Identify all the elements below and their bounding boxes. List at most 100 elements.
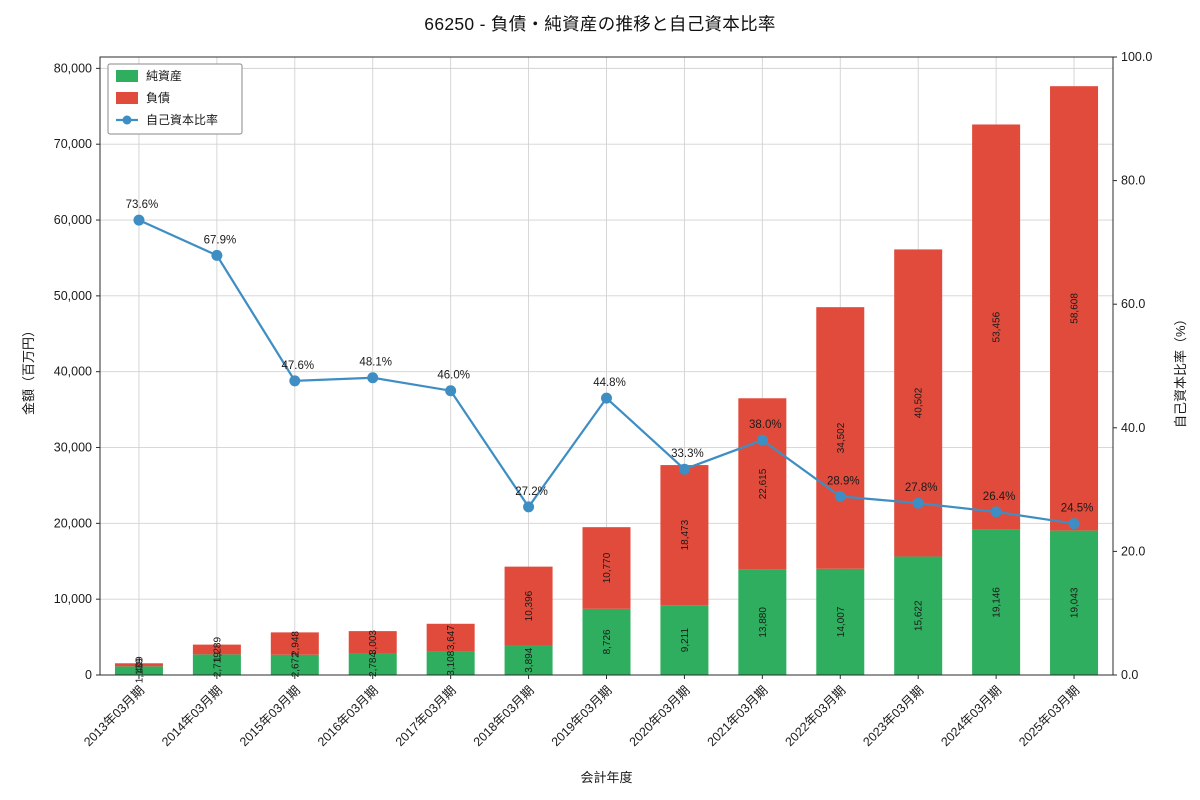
legend-marker-ratio [122,115,132,125]
ratio-label: 28.9% [827,475,860,487]
bar-segment-equity [504,645,553,675]
bar-segment-equity [582,608,631,675]
tick-label-left: 10,000 [54,592,92,606]
legend-swatch-liabilities [116,92,138,104]
ratio-label: 26.4% [983,491,1016,503]
ratio-point [133,214,145,226]
bar-value-label-equity: 15,622 [914,600,925,631]
bar-segment-liabilities [582,527,631,609]
ratio-label: 48.1% [359,357,392,369]
ratio-label: 46.0% [437,370,470,382]
bar-value-label-liabilities: 34,502 [836,422,847,453]
ratio-point [211,249,223,261]
ratio-point [289,375,301,387]
bar-segment-equity [972,529,1021,675]
ratio-point [1068,518,1080,530]
bar-value-label-liabilities: 3,003 [368,630,379,655]
bar-value-label-equity: 19,043 [1070,587,1081,618]
tick-label-right: 80.0 [1121,174,1145,188]
ratio-point [601,392,612,404]
ratio-line-layer: 73.6% 67.9% 47.6% 48.1% 46.0% 27.2% 44.8% 33.3%… [126,199,1094,530]
bar-segment-liabilities [816,307,865,569]
bar-value-label-liabilities: 2,948 [290,631,301,656]
tick-label-x: 2022年03月期 [782,683,848,749]
tick-label-x: 2021年03月期 [705,683,771,749]
ratio-label: 27.8% [905,482,938,494]
bar-segment-equity [1050,530,1099,675]
chart-title: 66250 - 負債・純資産の推移と自己資本比率 [424,14,776,34]
bar-segment-liabilities [348,631,397,654]
tick-label-right: 100.0 [1121,50,1152,64]
ratio-point [912,497,924,509]
tick-label-left: 60,000 [54,213,92,227]
bar-value-label-liabilities: 58,608 [1070,293,1081,324]
tick-label-left: 50,000 [54,289,92,303]
bar-segment-liabilities [270,632,319,655]
tick-label-left: 40,000 [54,365,92,379]
tick-label-x: 2013年03月期 [81,683,147,749]
tick-label-left: 80,000 [54,61,92,75]
bar-value-label-liabilities: 10,770 [602,552,613,583]
bar-value-label-liabilities: 22,615 [758,468,769,499]
ratio-label: 67.9% [204,234,237,246]
tick-label-x: 2018年03月期 [471,683,537,749]
bar-segment-liabilities [114,663,163,667]
tick-label-left: 0 [85,668,92,682]
ratio-label: 73.6% [126,199,159,211]
bar-segment-liabilities [504,566,553,646]
tick-label-left: 20,000 [54,516,92,530]
ratio-label: 33.3% [671,448,704,460]
legend-label-ratio: 自己資本比率 [146,112,218,127]
bar-segment-equity [894,556,943,675]
bar-segment-equity [426,651,475,675]
bar-segment-equity [192,654,241,675]
ratio-point [523,501,535,513]
bar-value-label-liabilities: 409 [134,656,145,673]
bar-value-label-equity: 2,784 [368,651,379,676]
ratio-point [678,463,690,475]
tick-label-right: 20.0 [1121,544,1145,558]
tick-label-x: 2015年03月期 [237,683,303,749]
ratio-label: 24.5% [1061,503,1094,515]
y-axis-right-label: 自己資本比率（%） [1173,312,1188,428]
tick-label-x: 2017年03月期 [393,683,459,749]
bar-segment-liabilities [972,124,1021,530]
y-axis-left-label: 金額（百万円） [21,323,36,415]
tick-label-right: 60.0 [1121,297,1145,311]
bar-value-label-equity: 3,894 [524,647,535,672]
tick-label-x: 2020年03月期 [627,683,693,749]
tick-label-left: 70,000 [54,137,92,151]
ratio-label: 38.0% [749,419,782,431]
ratio-label: 47.6% [282,360,315,372]
ratio-label: 44.8% [593,377,626,389]
tick-label-x: 2016年03月期 [315,683,381,749]
bar-value-label-equity: 1,139 [134,658,145,683]
ratio-point [990,506,1002,518]
ratio-point [756,434,768,446]
bar-value-label-liabilities: 1,289 [212,637,223,662]
bar-value-label-equity: 2,672 [290,652,301,677]
ratio-label: 27.2% [515,486,548,498]
bar-value-label-liabilities: 3,647 [446,625,457,650]
bar-value-label-equity: 9,211 [680,628,691,653]
bar-value-label-liabilities: 18,473 [680,519,691,550]
legend-swatch-equity [116,70,138,82]
bar-segment-equity [348,653,397,675]
ratio-point [367,372,379,384]
ratio-point [445,385,457,397]
bar-segment-liabilities [738,398,787,570]
bar-segment-liabilities [660,465,709,606]
legend-box [107,63,243,135]
bar-segment-equity [660,605,709,675]
tick-label-x: 2014年03月期 [159,683,225,749]
bar-segment-equity [816,568,865,675]
bar-value-label-equity: 2,719 [212,652,223,677]
bar-value-label-liabilities: 53,456 [992,311,1003,342]
tick-label-left: 30,000 [54,441,92,455]
tick-label-x: 2019年03月期 [549,683,615,749]
bar-value-label-equity: 8,726 [602,629,613,654]
bar-segment-equity [114,666,163,675]
